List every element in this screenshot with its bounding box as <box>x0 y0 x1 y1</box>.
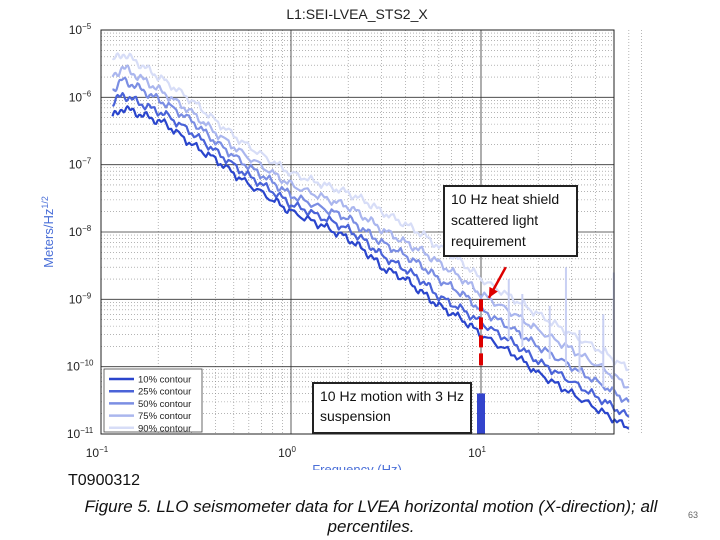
arrow-head <box>488 286 498 298</box>
y-tick-label: 10−9 <box>69 291 92 306</box>
y-tick-base: 10 <box>69 23 83 37</box>
x-tick-exp: −1 <box>99 445 109 454</box>
markers <box>477 266 507 434</box>
page-number: 63 <box>688 510 699 520</box>
y-tick-base: 10 <box>67 427 81 441</box>
series-line <box>111 105 630 430</box>
motion-callout: 10 Hz motion with 3 Hz suspension <box>312 382 472 434</box>
legend-label: 90% contour <box>138 423 191 434</box>
series-line <box>111 64 630 389</box>
y-tick-base: 10 <box>69 225 83 239</box>
y-tick-exp: −5 <box>82 22 92 31</box>
heat-shield-callout: 10 Hz heat shield scattered light requir… <box>443 185 578 257</box>
y-tick-label: 10−11 <box>67 426 94 441</box>
y-tick-label: 10−5 <box>69 22 92 37</box>
x-tick-base: 10 <box>86 446 100 460</box>
y-tick-label: 10−8 <box>69 224 92 239</box>
series-line <box>112 52 629 372</box>
y-tick-exp: −7 <box>82 157 92 166</box>
legend-label: 25% contour <box>138 387 191 398</box>
legend-label: 50% contour <box>138 399 191 410</box>
x-tick-base: 10 <box>278 446 292 460</box>
y-tick-base: 10 <box>67 360 81 374</box>
y-tick-label: 10−6 <box>69 89 92 104</box>
y-axis-label-sup: 1/2 <box>40 196 50 209</box>
y-tick-exp: −8 <box>82 224 92 233</box>
y-axis-label: Meters/Hz1/2 <box>40 196 56 268</box>
series-line <box>112 76 630 403</box>
document-id: T0900312 <box>68 472 141 489</box>
legend-label: 75% contour <box>138 411 191 422</box>
legend-label: 10% contour <box>138 375 191 386</box>
x-tick-labels: 10−1 100 101 <box>86 445 487 460</box>
y-tick-exp: −11 <box>80 426 94 435</box>
y-axis-label-main: Meters/Hz <box>41 209 56 268</box>
figure-caption: Figure 5. LLO seismometer data for LVEA … <box>84 497 658 536</box>
y-tick-base: 10 <box>69 292 83 306</box>
x-tick-exp: 1 <box>481 445 486 454</box>
y-tick-label: 10−7 <box>69 157 92 172</box>
y-tick-exp: −9 <box>82 291 92 300</box>
y-tick-exp: −6 <box>82 89 92 98</box>
x-tick-base: 10 <box>468 446 482 460</box>
x-tick-label: 10−1 <box>86 445 109 460</box>
y-tick-base: 10 <box>69 90 83 104</box>
chart-title: L1:SEI-LVEA_STS2_X <box>286 6 428 22</box>
plot-frame <box>100 29 615 435</box>
x-tick-exp: 0 <box>291 445 296 454</box>
series-line <box>112 92 630 418</box>
y-tick-label: 10−10 <box>67 359 94 374</box>
motion-bar <box>477 393 485 434</box>
x-tick-label: 101 <box>468 445 486 460</box>
x-axis-label: Frequency (Hz) <box>312 462 402 470</box>
y-tick-exp: −10 <box>80 359 94 368</box>
x-tick-label: 100 <box>278 445 296 460</box>
y-tick-base: 10 <box>69 158 83 172</box>
series-lines <box>111 52 630 430</box>
